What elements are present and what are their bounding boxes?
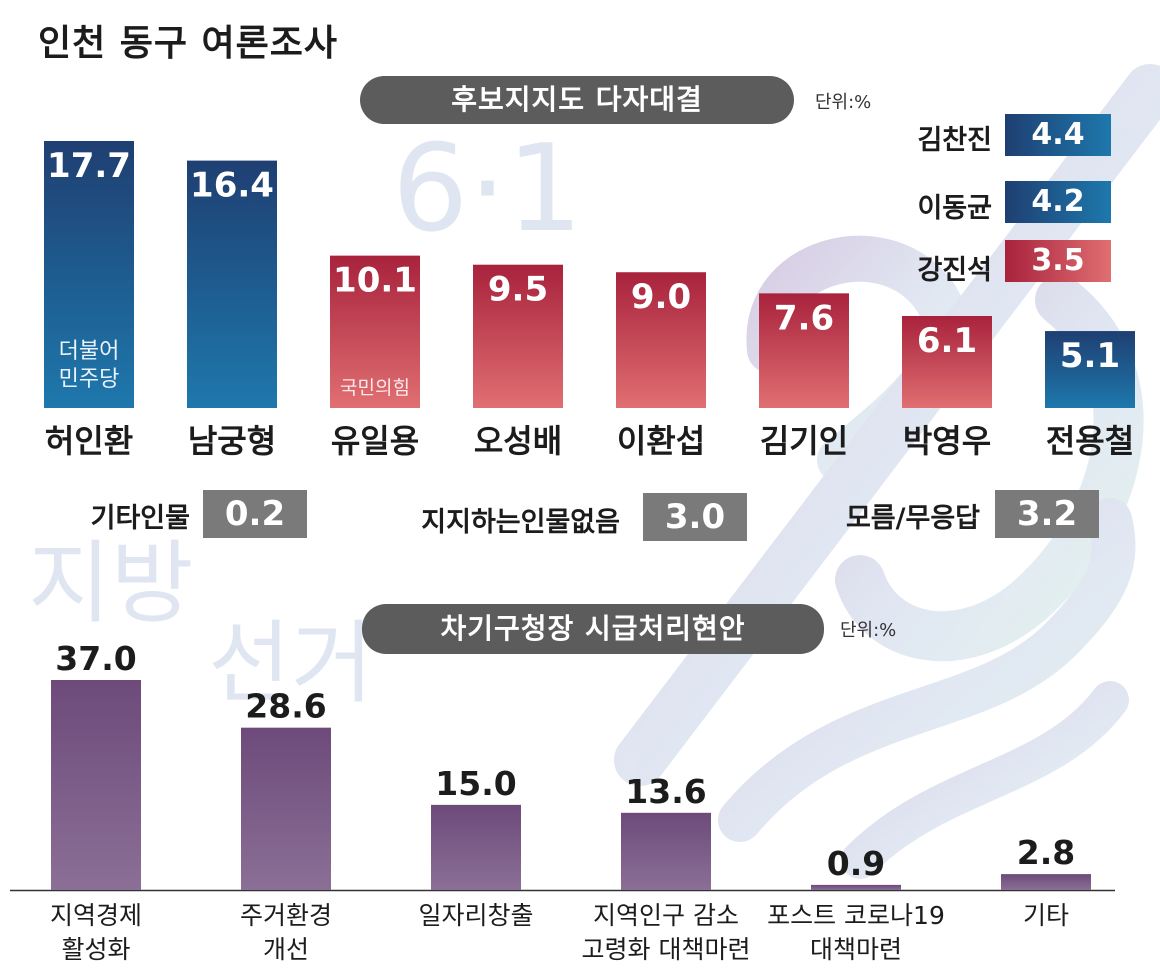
issue-category-label: 기타	[1023, 901, 1069, 930]
candidate-value-label: 9.0	[631, 277, 691, 317]
issue-category-label: 지역경제 활성화	[50, 901, 142, 964]
issue-bar	[241, 727, 331, 890]
side-candidate-name-1: 김찬진	[917, 125, 992, 156]
candidate-value-label: 9.5	[488, 270, 548, 310]
party-label-ppp: 국민의힘	[340, 377, 410, 399]
candidate-bar	[1045, 331, 1135, 408]
issue-value-label: 2.8	[1017, 833, 1075, 872]
candidate-value-label: 16.4	[190, 166, 274, 206]
issue-bar	[1001, 874, 1091, 890]
section1-unit: 단위:%	[815, 92, 872, 113]
side-candidate-name-2: 이동균	[917, 193, 992, 224]
other-label-2: 지지하는인물없음	[421, 507, 620, 538]
candidate-name-label: 남궁형	[188, 422, 276, 460]
candidate-bar	[902, 315, 992, 408]
section2-heading: 차기구청장 시급처리현안	[362, 604, 824, 654]
issue-bar	[51, 680, 141, 890]
candidate-name-label: 유일용	[331, 422, 419, 460]
issue-value-label: 37.0	[55, 639, 136, 678]
section2-unit: 단위:%	[840, 620, 897, 641]
candidate-value-label: 17.7	[47, 146, 131, 186]
issue-value-label: 0.9	[827, 844, 885, 883]
issue-bar	[811, 884, 901, 890]
candidate-bar	[616, 272, 706, 408]
issue-bar	[621, 812, 711, 890]
other-label-3: 모름/무응답	[845, 503, 980, 534]
side-candidate-value-2: 4.2	[1005, 181, 1111, 223]
candidate-name-label: 김기인	[760, 422, 848, 460]
issue-value-label: 28.6	[245, 687, 326, 726]
party-label-democratic: 더불어 민주당	[59, 339, 120, 392]
candidate-bar	[187, 160, 277, 408]
issue-category-label: 지역인구 감소 고령화 대책마련	[582, 901, 751, 964]
issue-category-label: 포스트 코로나19 대책마련	[767, 901, 945, 964]
page-title: 인천 동구 여론조사	[38, 23, 339, 64]
candidate-name-label: 허인환	[45, 422, 133, 460]
candidate-name-label: 전용철	[1046, 422, 1134, 460]
section1-heading: 후보지지도 다자대결	[360, 76, 794, 124]
candidate-name-label: 박영우	[903, 422, 991, 460]
candidate-value-label: 6.1	[917, 321, 977, 361]
candidate-name-label: 이환섭	[617, 422, 705, 460]
issue-value-label: 13.6	[625, 772, 706, 811]
other-value-2: 3.0	[643, 493, 747, 541]
issue-value-label: 15.0	[435, 764, 516, 803]
candidate-value-label: 7.6	[774, 298, 834, 338]
candidate-value-label: 5.1	[1060, 336, 1120, 376]
candidate-bar	[44, 141, 134, 408]
candidate-bar	[330, 255, 420, 408]
other-value-1: 0.2	[203, 490, 307, 538]
issue-bar	[431, 804, 521, 890]
other-label-1: 기타인물	[90, 503, 190, 534]
other-value-3: 3.2	[995, 490, 1099, 538]
candidate-bar	[473, 264, 563, 408]
candidate-bar	[759, 293, 849, 408]
issue-category-label: 주거환경 개선	[240, 901, 332, 964]
candidate-name-label: 오성배	[474, 422, 562, 460]
side-candidate-value-3: 3.5	[1005, 240, 1111, 282]
side-candidate-value-1: 4.4	[1005, 114, 1111, 156]
candidate-value-label: 10.1	[333, 261, 417, 301]
side-candidate-name-3: 강진석	[917, 255, 992, 286]
issue-category-label: 일자리창출	[418, 901, 533, 930]
